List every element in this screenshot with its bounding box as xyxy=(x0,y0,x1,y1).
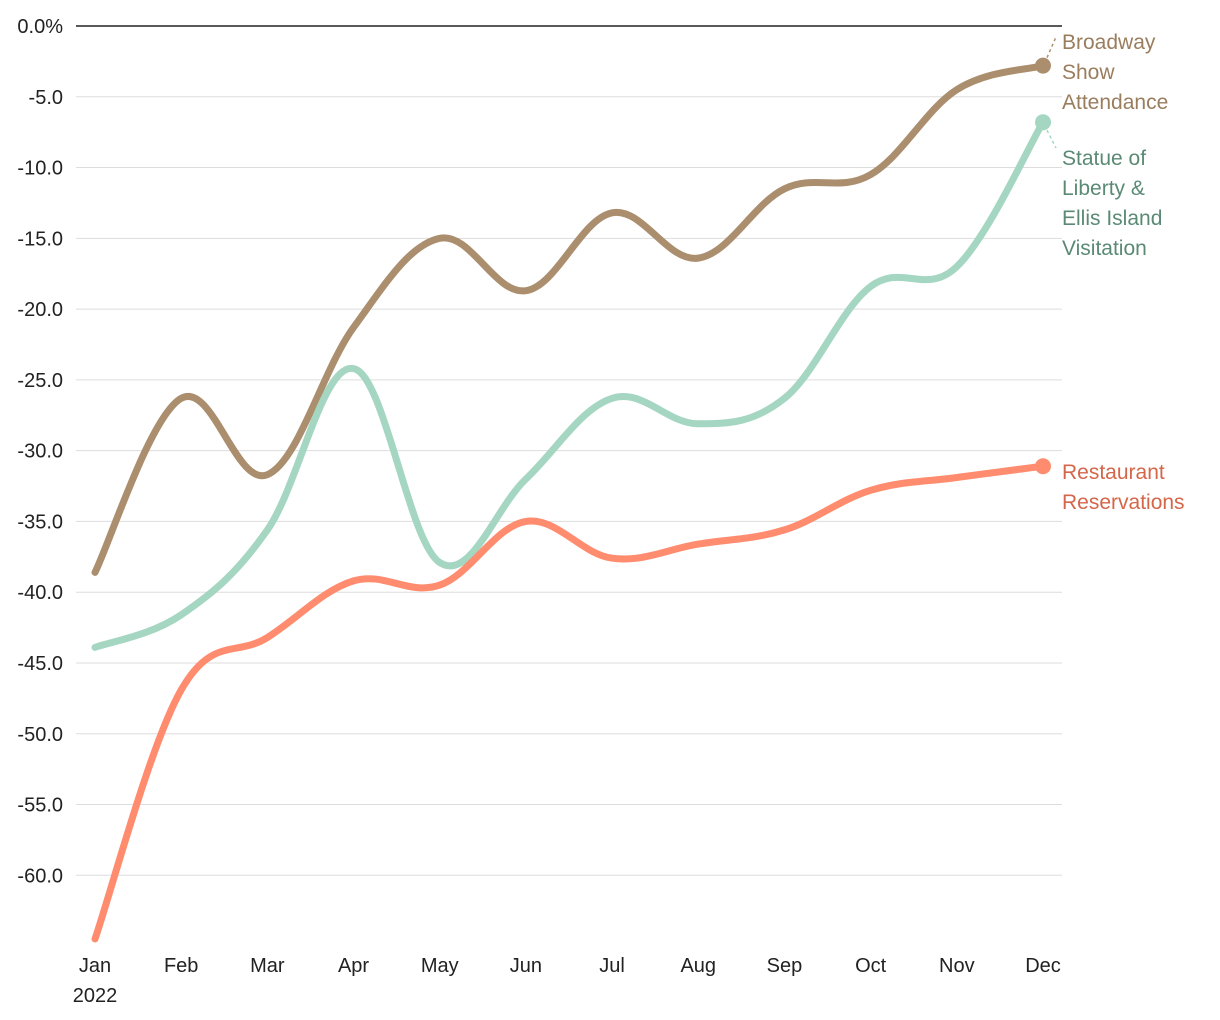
series-label-restaurant: Reservations xyxy=(1062,491,1185,514)
y-tick-label: -20.0 xyxy=(17,299,63,321)
x-axis-ticks: 2022 Jan Feb Mar Apr May Jun Jul Aug Sep Oct Nov De… xyxy=(73,955,1061,1007)
series-labels: Broadway Show Attendance Statue of Liberty &… xyxy=(1062,31,1185,514)
series-line-restaurant xyxy=(91,462,1047,943)
x-tick-label: Apr xyxy=(338,955,369,977)
y-tick-label: -45.0 xyxy=(17,653,63,675)
x-tick-label: Mar xyxy=(250,955,285,977)
x-tick-label: May xyxy=(421,955,459,977)
y-tick-label: -35.0 xyxy=(17,511,63,533)
series-line-statue-liberty xyxy=(91,118,1047,651)
x-year-label: 2022 xyxy=(73,985,118,1007)
x-tick-label: Dec xyxy=(1025,955,1061,977)
x-tick-label: Aug xyxy=(680,955,716,977)
series-label-statue-liberty: Ellis Island xyxy=(1062,207,1162,230)
series-label-leader-statue-liberty xyxy=(1046,129,1057,149)
y-tick-label: -25.0 xyxy=(17,370,63,392)
y-tick-label: -15.0 xyxy=(17,228,63,250)
x-tick-label: Jan xyxy=(79,955,111,977)
series-label-statue-liberty: Liberty & xyxy=(1062,177,1145,200)
x-tick-label: Feb xyxy=(164,955,198,977)
x-tick-label: Sep xyxy=(767,955,803,977)
x-tick-label: Jun xyxy=(510,955,542,977)
y-tick-label: -5.0 xyxy=(29,87,63,109)
series-label-broadway: Broadway xyxy=(1062,31,1156,54)
y-tick-label: -40.0 xyxy=(17,582,63,604)
series-label-restaurant: Restaurant xyxy=(1062,461,1165,484)
y-tick-label: -50.0 xyxy=(17,724,63,746)
y-axis-ticks: 0.0% -5.0 -10.0 -15.0 -20.0 -25.0 -30.0 -35.0 -4… xyxy=(17,16,63,887)
series-label-broadway: Show xyxy=(1062,61,1115,84)
series-endpoint-broadway xyxy=(1035,57,1051,74)
y-tick-label: 0.0% xyxy=(17,16,63,38)
series-label-broadway: Attendance xyxy=(1062,91,1168,114)
x-tick-label: Oct xyxy=(855,955,887,977)
series-label-statue-liberty: Visitation xyxy=(1062,237,1147,260)
grid-lines xyxy=(76,25,1062,876)
series-endpoint-statue-liberty xyxy=(1035,114,1051,131)
y-tick-label: -60.0 xyxy=(17,865,63,887)
x-tick-label: Nov xyxy=(939,955,975,977)
series-label-leader-broadway xyxy=(1046,36,1057,58)
series-lines xyxy=(91,36,1057,943)
series-label-statue-liberty: Statue of xyxy=(1062,147,1146,170)
y-tick-label: -30.0 xyxy=(17,441,63,463)
x-tick-label: Jul xyxy=(599,955,625,977)
series-endpoint-restaurant xyxy=(1035,458,1051,475)
y-tick-label: -10.0 xyxy=(17,158,63,180)
y-tick-label: -55.0 xyxy=(17,795,63,817)
series-line-broadway xyxy=(91,62,1047,576)
